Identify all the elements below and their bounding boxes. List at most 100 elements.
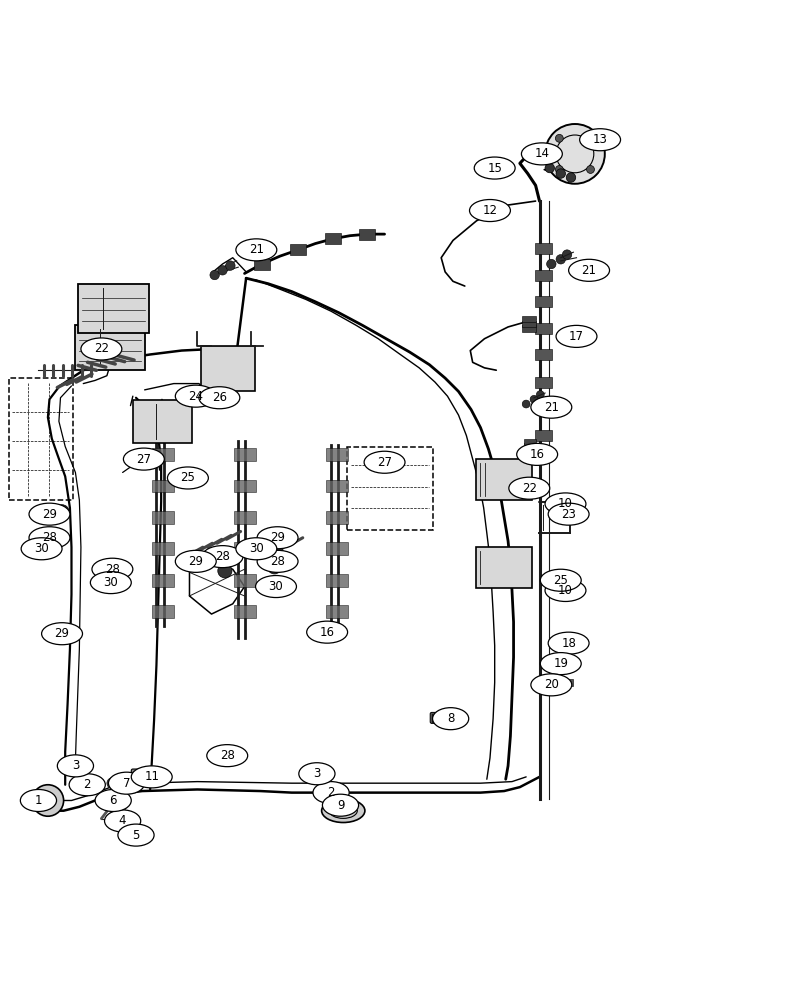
Text: 26: 26 [212, 391, 227, 404]
Text: 24: 24 [188, 390, 203, 403]
Ellipse shape [206, 745, 247, 767]
Ellipse shape [322, 799, 365, 823]
Text: 1: 1 [35, 794, 43, 807]
Circle shape [567, 173, 576, 182]
Bar [326, 448, 348, 461]
Text: 28: 28 [220, 749, 235, 762]
Circle shape [76, 778, 87, 789]
Text: 3: 3 [313, 767, 321, 780]
Ellipse shape [548, 503, 589, 525]
Circle shape [217, 266, 227, 275]
Bar [535, 323, 552, 334]
Text: 22: 22 [522, 482, 537, 495]
Circle shape [563, 250, 572, 259]
Text: 2: 2 [84, 778, 91, 791]
Circle shape [267, 560, 281, 574]
Circle shape [556, 166, 563, 173]
Bar [290, 244, 306, 255]
Text: 3: 3 [72, 759, 79, 772]
Bar [152, 448, 173, 461]
Text: 9: 9 [336, 799, 344, 812]
Text: 28: 28 [215, 550, 230, 563]
Text: 30: 30 [249, 542, 264, 555]
Ellipse shape [541, 653, 582, 675]
Ellipse shape [556, 325, 597, 347]
Bar [233, 605, 255, 618]
Bar [76, 325, 145, 370]
Text: 27: 27 [377, 456, 392, 469]
Text: 5: 5 [132, 829, 139, 842]
Circle shape [106, 794, 116, 804]
Text: 30: 30 [269, 580, 284, 593]
Circle shape [210, 270, 219, 280]
Bar [535, 402, 552, 413]
Ellipse shape [580, 129, 620, 151]
Ellipse shape [175, 385, 216, 407]
Bar [326, 542, 348, 555]
Circle shape [217, 564, 232, 578]
Text: 27: 27 [136, 453, 151, 466]
Bar [476, 459, 533, 500]
Bar [359, 229, 375, 240]
Bar [535, 296, 552, 307]
Bar [233, 511, 255, 524]
Bar [152, 480, 173, 492]
Ellipse shape [69, 774, 106, 796]
Text: 15: 15 [487, 162, 502, 175]
Circle shape [107, 573, 121, 587]
Bar [152, 511, 173, 524]
Ellipse shape [58, 755, 94, 777]
Bar [347, 447, 433, 530]
Ellipse shape [517, 443, 558, 465]
Circle shape [269, 544, 283, 558]
Circle shape [55, 505, 69, 519]
Text: 16: 16 [530, 448, 545, 461]
Ellipse shape [299, 763, 335, 785]
Text: 4: 4 [119, 814, 126, 827]
Bar [535, 430, 552, 441]
Ellipse shape [531, 396, 572, 418]
Bar [78, 284, 149, 333]
Bar [522, 316, 537, 322]
Ellipse shape [29, 527, 70, 549]
Bar [476, 547, 533, 588]
Bar [201, 346, 255, 391]
Text: 28: 28 [42, 531, 57, 544]
Ellipse shape [95, 789, 132, 811]
Text: 29: 29 [54, 627, 69, 640]
Circle shape [537, 391, 545, 399]
Circle shape [97, 794, 106, 804]
Bar [233, 448, 255, 461]
Ellipse shape [569, 259, 610, 281]
Circle shape [117, 778, 128, 789]
Ellipse shape [313, 782, 349, 804]
Bar [522, 321, 537, 327]
Bar [535, 377, 552, 388]
Text: 28: 28 [105, 563, 120, 576]
Text: 12: 12 [482, 204, 497, 217]
Bar [152, 542, 173, 555]
Bar [556, 679, 573, 686]
Ellipse shape [545, 493, 586, 515]
Bar [325, 233, 340, 244]
Circle shape [586, 166, 594, 173]
Circle shape [522, 400, 530, 408]
Bar [9, 378, 73, 500]
Circle shape [551, 657, 557, 664]
Bar [326, 480, 348, 492]
Circle shape [107, 778, 118, 789]
Text: 11: 11 [144, 770, 159, 783]
Bar [233, 542, 255, 555]
Ellipse shape [132, 766, 172, 788]
Ellipse shape [20, 789, 57, 811]
Text: 10: 10 [558, 584, 573, 597]
Circle shape [547, 259, 556, 269]
Text: 18: 18 [561, 637, 576, 650]
Bar [233, 574, 255, 587]
Bar [522, 325, 537, 332]
Text: 25: 25 [553, 574, 568, 587]
Ellipse shape [509, 477, 550, 499]
Circle shape [556, 255, 566, 264]
Text: 16: 16 [320, 626, 335, 639]
Circle shape [32, 785, 64, 816]
